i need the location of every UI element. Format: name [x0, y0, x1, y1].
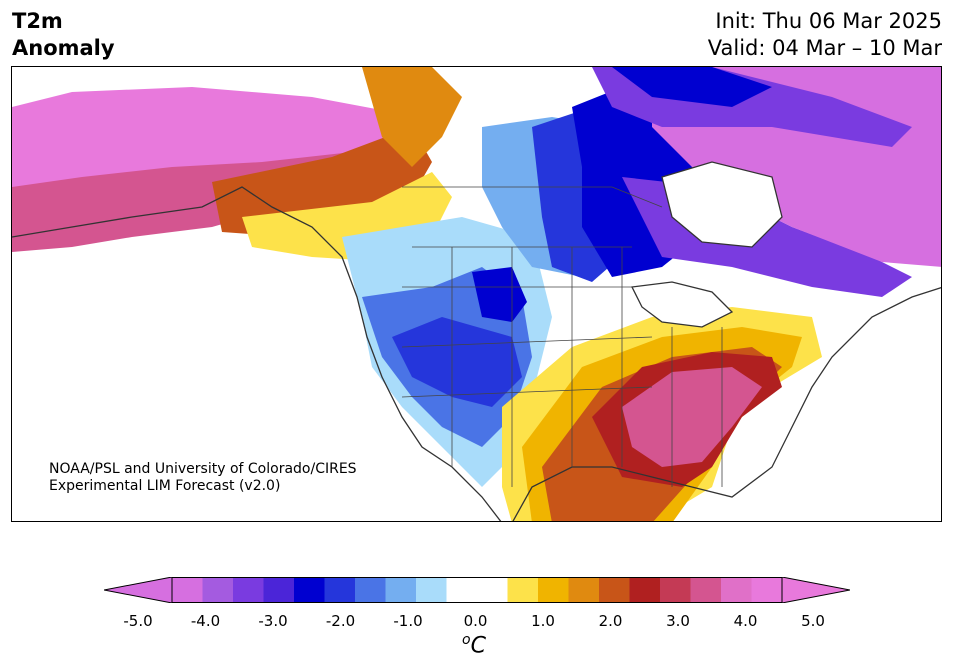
- arctic-blue: [612, 67, 772, 107]
- colorbar-tick-label: 4.0: [733, 612, 758, 630]
- colorbar-segment: [446, 577, 478, 603]
- date-info: Init: Thu 06 Mar 2025 Valid: 04 Mar – 10…: [708, 8, 942, 62]
- colorbar-segment: [507, 577, 539, 603]
- credit-line-1: NOAA/PSL and University of Colorado/CIRE…: [49, 461, 357, 477]
- colorbar-segment: [751, 577, 783, 603]
- colorbar-segment: [538, 577, 569, 603]
- colorbar-tick-label: 2.0: [598, 612, 623, 630]
- west-deepblue: [392, 317, 522, 407]
- colorbar-tick-label: 0.0: [463, 612, 488, 630]
- map-svg: [12, 67, 941, 521]
- colorbar-segment: [690, 577, 722, 603]
- unit-letter: C: [470, 633, 486, 659]
- colorbar-tick-label: -2.0: [325, 612, 356, 630]
- colorbar-segment: [416, 577, 447, 603]
- colorbar-segment: [599, 577, 630, 603]
- valid-range: Valid: 04 Mar – 10 Mar: [707, 36, 942, 60]
- colorbar-segment: [477, 577, 508, 603]
- colorbar-segment: [721, 577, 752, 603]
- map-credit: NOAA/PSL and University of Colorado/CIRE…: [49, 461, 357, 495]
- colorbar-tick-label: -1.0: [393, 612, 423, 630]
- title-line-2: Anomaly: [12, 36, 115, 60]
- colorbar-tick-label: 1.0: [531, 612, 555, 630]
- colorbar-segment: [324, 577, 356, 603]
- unit-degree: o: [462, 632, 471, 648]
- colorbar-left-arrow: [104, 577, 173, 603]
- colorbar-tick-label: 5.0: [801, 612, 825, 630]
- colorbar-tick-label: -5.0: [123, 612, 153, 630]
- colorbar-segment: [263, 577, 295, 603]
- hudson-bay: [662, 162, 782, 247]
- credit-line-2: Experimental LIM Forecast (v2.0): [49, 478, 281, 494]
- colorbar-tick-label: 3.0: [666, 612, 690, 630]
- colorbar-segment: [660, 577, 691, 603]
- init-date: Init: Thu 06 Mar 2025: [715, 9, 942, 33]
- colorbar-tick-label: -4.0: [190, 612, 221, 630]
- borders: [401, 186, 723, 487]
- colorbar-segment: [233, 577, 264, 603]
- colorbar-segment: [172, 577, 203, 603]
- colorbar-segment: [385, 577, 417, 603]
- great-lakes: [632, 282, 732, 327]
- colorbar-segment: [568, 577, 600, 603]
- colorbar-outline: [171, 577, 783, 603]
- colorbar: [104, 577, 850, 603]
- colorbar-tick-label: -3.0: [258, 612, 288, 630]
- colorbar-unit: oC: [462, 632, 486, 658]
- colorbar-segment: [629, 577, 661, 603]
- anomaly-map: [11, 66, 942, 522]
- alaska-gold-band: [362, 67, 462, 167]
- title-line-1: T2m: [12, 9, 63, 33]
- colorbar-segment: [202, 577, 234, 603]
- colorbar-segment: [355, 577, 386, 603]
- rockies-core: [472, 267, 527, 322]
- coastlines: [12, 161, 941, 521]
- southeast-pink: [622, 367, 762, 467]
- map-title: T2m Anomaly: [12, 8, 115, 62]
- colorbar-segment: [294, 577, 325, 603]
- colorbar-right-arrow: [781, 577, 850, 603]
